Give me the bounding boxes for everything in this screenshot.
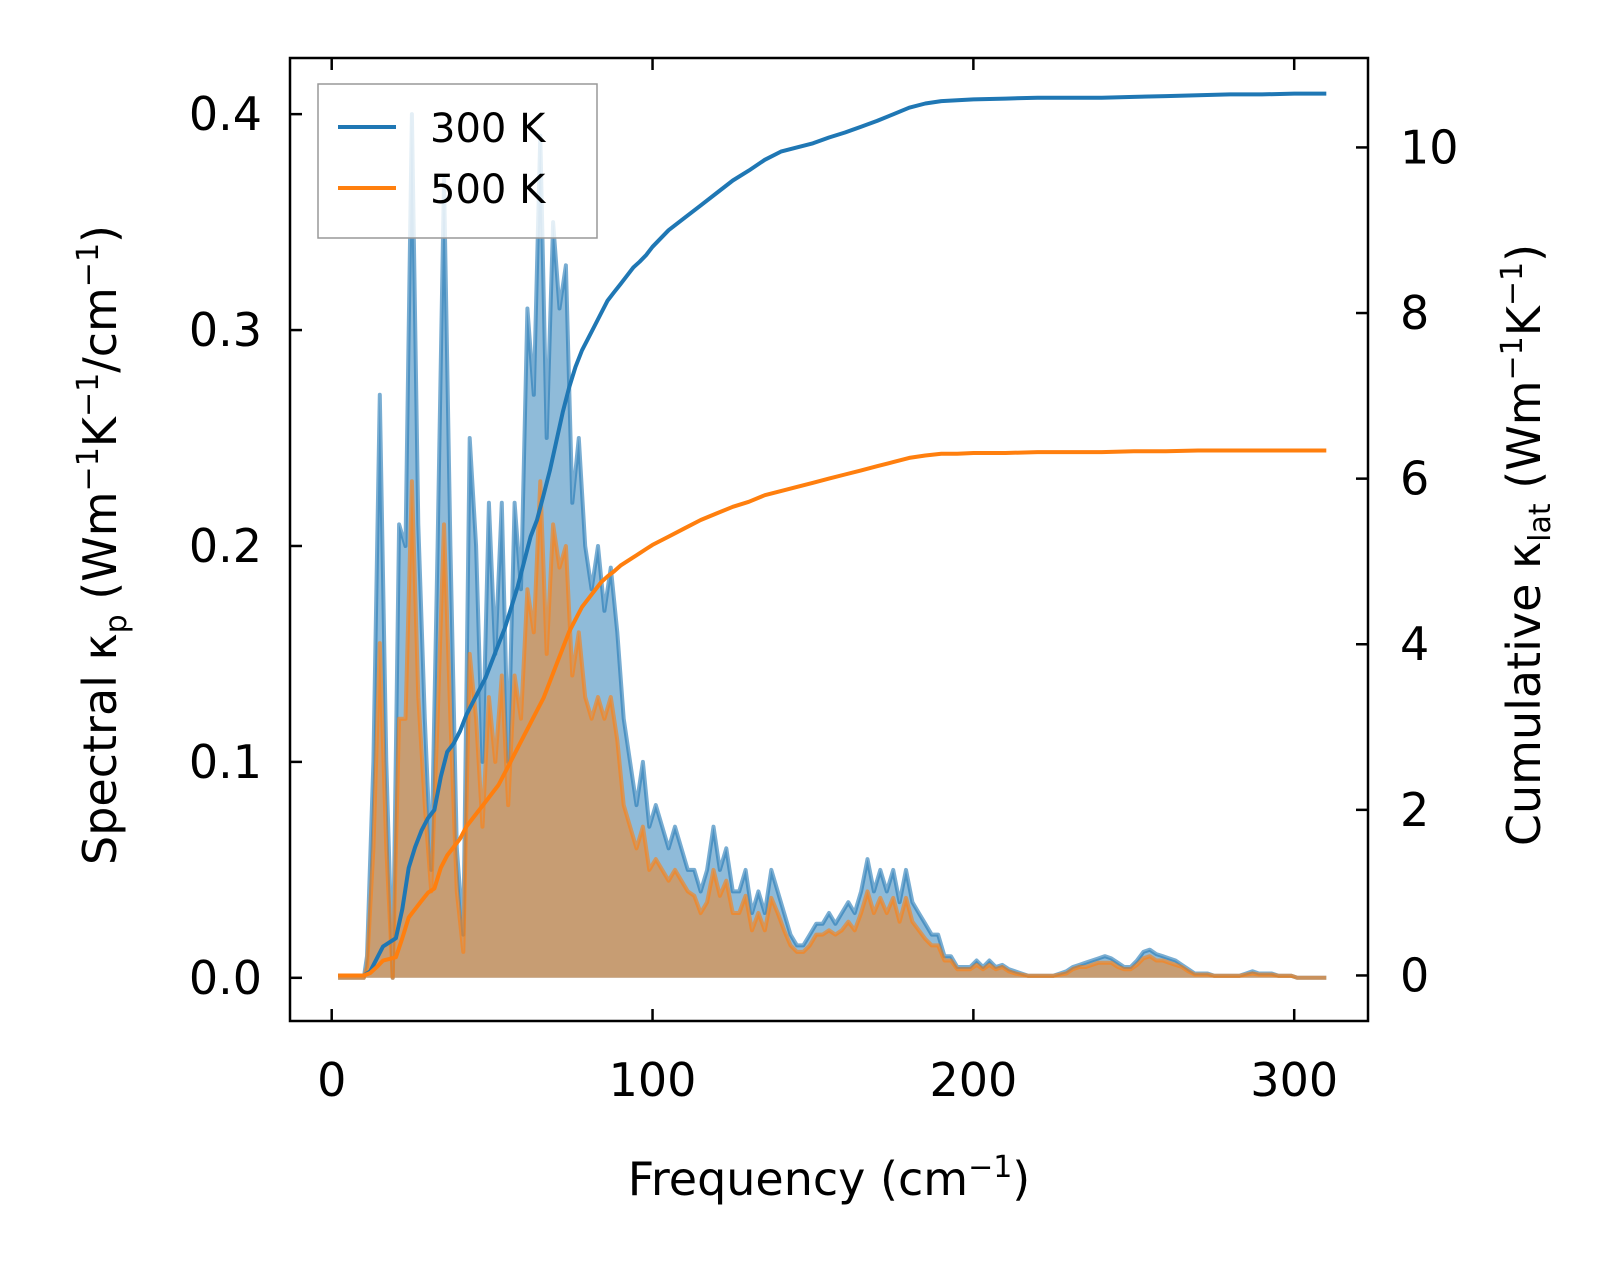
y-left-tick-label-0.0: 0.0 (189, 951, 262, 1005)
y-right-tick-label-8: 8 (1400, 286, 1429, 340)
y-right-tick-label-10: 10 (1400, 120, 1459, 174)
x-axis-ticks: 0 100 200 300 (317, 58, 1338, 1107)
spectral-fills (338, 112, 1327, 980)
x-axis-title-main: Frequency (cm (628, 1152, 968, 1206)
right-y-title-close: ) (1497, 244, 1551, 262)
left-y-title-close: ) (73, 225, 127, 243)
plot-frame (288, 56, 1370, 1023)
left-y-title-tail: /cm (73, 287, 127, 373)
right-y-title-k: K (1497, 304, 1551, 336)
left-y-title-k: K (73, 415, 127, 447)
left-y-axis-title: Spectral κp (Wm−1K−1/cm−1) (71, 225, 134, 865)
cumulative-line-500k (338, 448, 1327, 978)
spectral-line-300k (338, 112, 1327, 980)
y-left-tick-label-0.3: 0.3 (189, 303, 262, 357)
spectral-area-500k (338, 481, 1327, 978)
x-tick-label-300: 300 (1250, 1053, 1338, 1107)
legend-label-500k: 500 K (430, 167, 547, 213)
legend: 300 K 500 K (317, 83, 598, 239)
y-left-tick-label-0.4: 0.4 (189, 87, 262, 141)
y-left-tick-label-0.2: 0.2 (189, 519, 262, 573)
left-y-axis-ticks: 0.0 0.1 0.2 0.3 0.4 (189, 87, 302, 1005)
x-tick-label-0: 0 (317, 1053, 346, 1107)
legend-label-300k: 300 K (430, 106, 547, 152)
right-y-title-sup1: −1 (1495, 336, 1530, 380)
y-right-tick-label-6: 6 (1400, 452, 1429, 506)
left-y-title-sup1: −1 (71, 447, 106, 491)
right-y-title-prefix: Cumulative κ (1497, 542, 1551, 846)
left-y-title-sub: p (99, 614, 134, 633)
y-right-tick-label-2: 2 (1400, 783, 1429, 837)
left-y-title-prefix: Spectral κ (73, 633, 127, 865)
right-y-axis-title: Cumulative κlat (Wm−1K−1) (1495, 244, 1558, 846)
left-y-title-sup3: −1 (71, 243, 106, 287)
spectral-line-500k (338, 479, 1327, 980)
y-left-tick-label-0.1: 0.1 (189, 735, 262, 789)
x-axis-title-tail: ) (1012, 1152, 1030, 1206)
legend-frame (317, 83, 598, 239)
right-y-axis-ticks: 0 2 4 6 8 10 (1356, 120, 1459, 1002)
series-lines (338, 91, 1327, 978)
right-y-title-units: (Wm (1497, 380, 1551, 503)
x-axis-title-sup: −1 (968, 1150, 1012, 1185)
x-tick-label-200: 200 (929, 1053, 1017, 1107)
cumulative-line-300k (338, 91, 1327, 978)
right-y-title-sup2: −1 (1495, 262, 1530, 306)
right-y-title-sub: lat (1523, 503, 1558, 542)
y-right-tick-label-0: 0 (1400, 948, 1429, 1002)
x-tick-label-100: 100 (609, 1053, 697, 1107)
left-y-title-units: (Wm (73, 491, 127, 614)
y-right-tick-label-4: 4 (1400, 617, 1429, 671)
x-axis-title: Frequency (cm−1) (628, 1150, 1031, 1206)
left-y-title-sup2: −1 (71, 373, 106, 417)
